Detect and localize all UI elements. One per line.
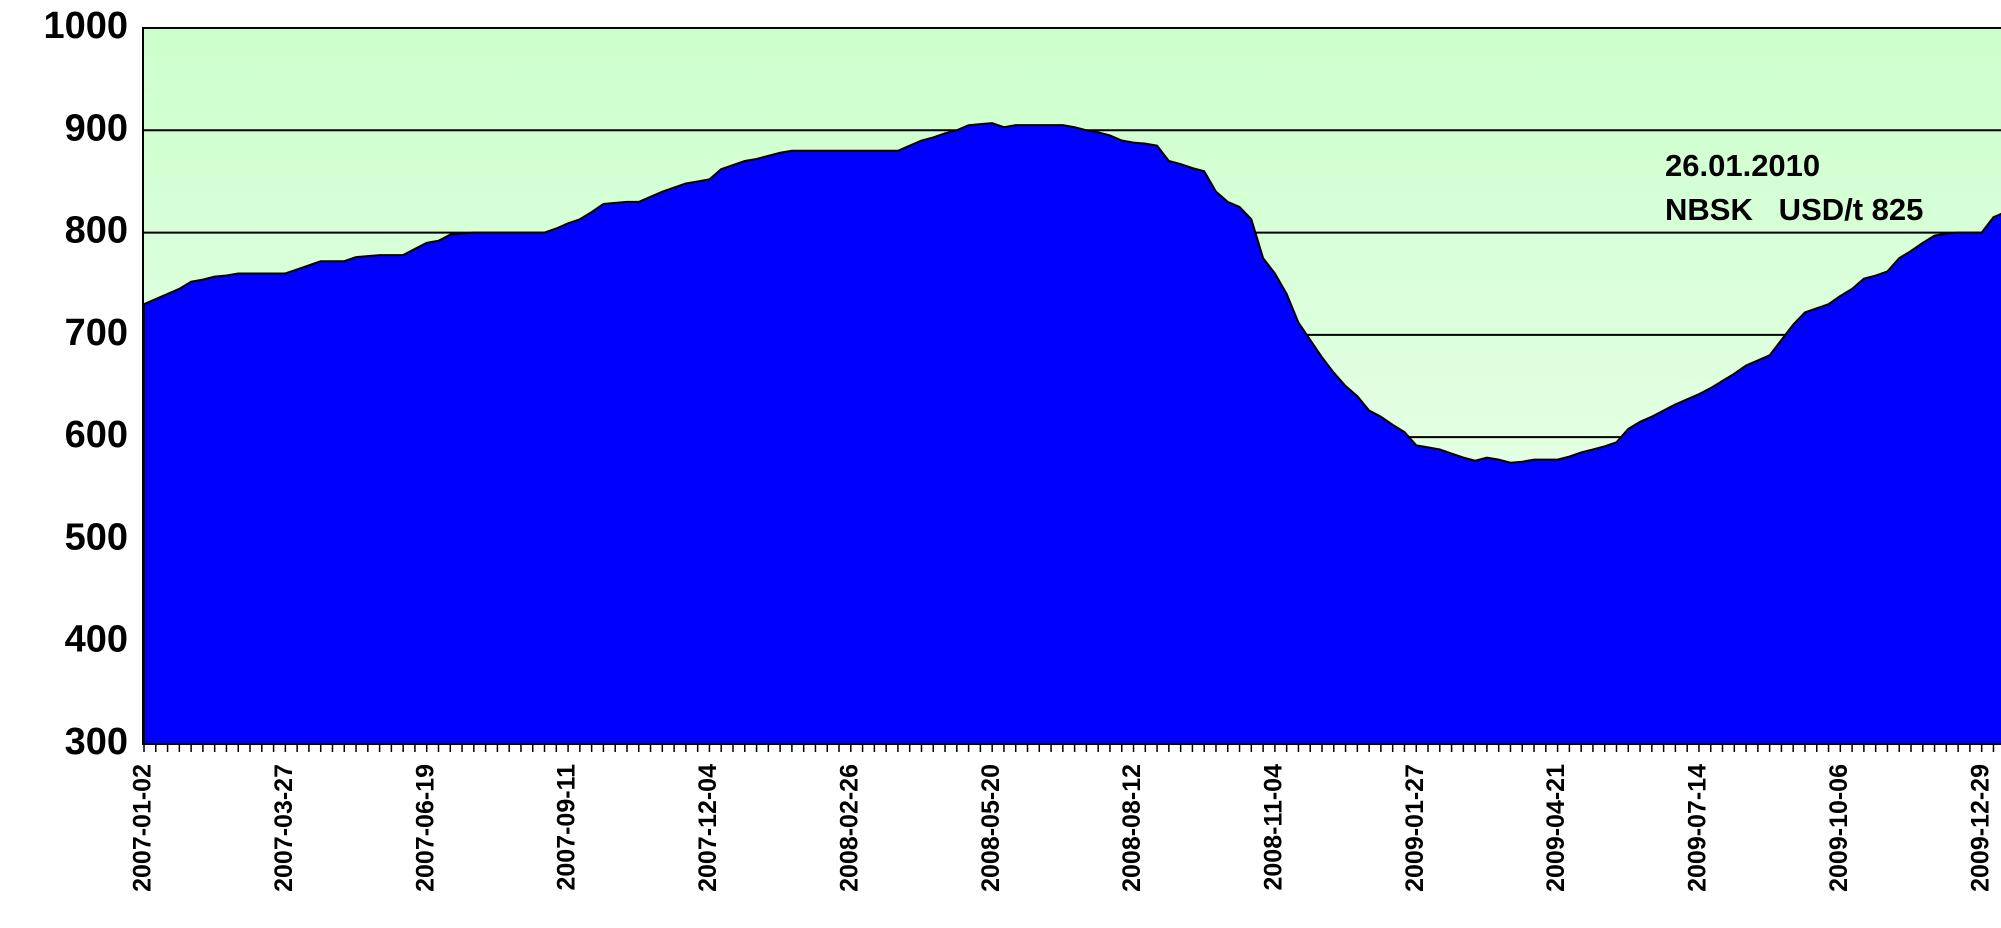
- x-tick-label: 2007-03-27: [270, 764, 298, 892]
- x-tick-label: 2008-05-20: [977, 764, 1005, 892]
- y-tick-label: 600: [65, 414, 128, 456]
- y-tick-label: 900: [65, 107, 128, 149]
- y-tick-label: 1000: [43, 5, 128, 47]
- x-tick-label: 2007-09-11: [553, 764, 581, 891]
- x-tick-label: 2007-06-19: [411, 764, 439, 892]
- x-tick-label: 2007-12-04: [694, 764, 722, 892]
- y-tick-label: 400: [65, 619, 128, 661]
- x-tick-label: 2009-12-29: [1966, 764, 1994, 892]
- x-tick-label: 2009-04-21: [1542, 764, 1570, 892]
- annotation: 26.01.2010: [1665, 148, 1820, 183]
- area: [143, 122, 2001, 745]
- annotation: NBSK USD/t 825: [1665, 192, 1923, 227]
- x-tick-label: 2009-01-27: [1401, 764, 1429, 892]
- y-tick-label: 700: [65, 312, 128, 354]
- x-tick-label: 2009-07-14: [1684, 764, 1712, 892]
- x-tick-label: 2008-11-04: [1259, 764, 1287, 891]
- x-tick-label: 2007-01-02: [129, 764, 157, 892]
- x-tick-label: 2008-08-12: [1118, 764, 1146, 892]
- y-tick-label: 500: [65, 516, 128, 558]
- y-tick-label: 300: [65, 721, 128, 763]
- y-tick-label: 800: [65, 210, 128, 252]
- x-tick-label: 2008-02-26: [835, 764, 863, 892]
- x-tick-label: 2009-10-06: [1825, 764, 1853, 892]
